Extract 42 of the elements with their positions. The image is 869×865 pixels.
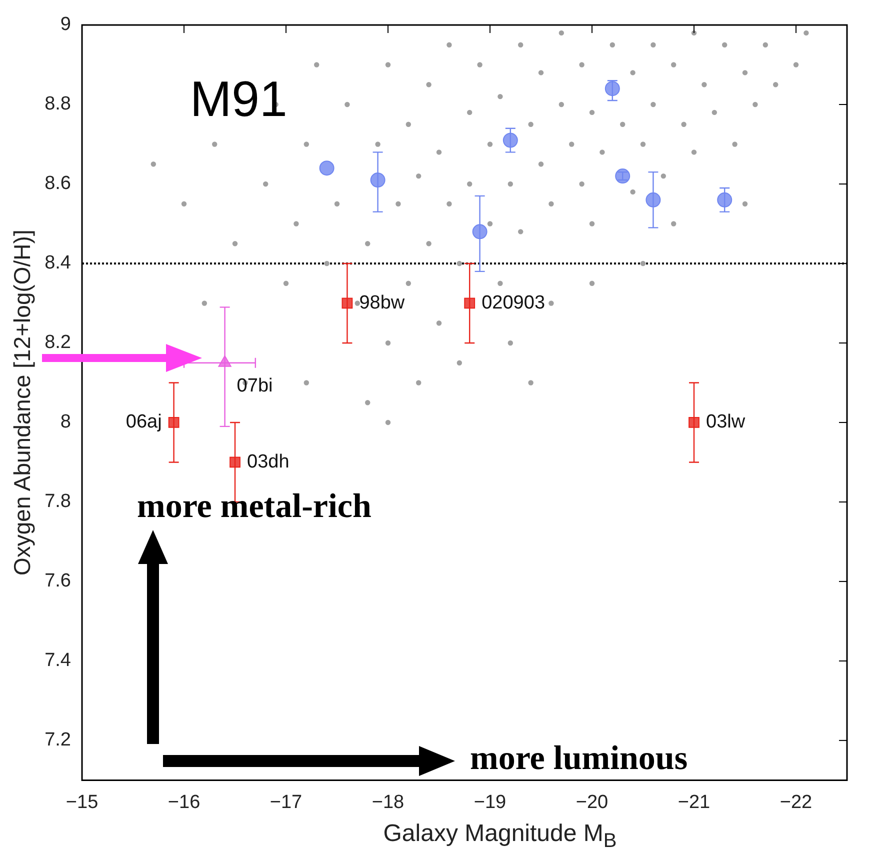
y-tick-label: 8.8 — [44, 94, 72, 115]
y-tick-label: 7.4 — [44, 650, 72, 672]
annotation: 020903 — [482, 292, 546, 314]
y-axis-title: Oxygen Abundance [12+log(O/H)] — [9, 230, 36, 576]
x-tick-label: −20 — [576, 792, 608, 813]
y-tick-label: 8.2 — [44, 332, 72, 354]
x-tick-label: −22 — [780, 792, 812, 813]
y-tick-label: 8.6 — [44, 173, 72, 194]
annotation: 03dh — [247, 451, 290, 472]
point — [472, 224, 488, 240]
point — [688, 417, 700, 428]
annotation: 07bi — [236, 376, 273, 397]
annotation: 98bw — [359, 292, 405, 314]
y-tick-label: 8.4 — [44, 252, 72, 274]
annotation: 06aj — [126, 412, 162, 433]
x-tick-label: −15 — [66, 792, 98, 813]
annotation: M91 — [190, 70, 288, 128]
x-axis-title: Galaxy Magnitude M$_{B}$ — [382, 820, 618, 853]
x-tick-label: −17 — [270, 792, 302, 813]
annotation: more luminous — [470, 740, 688, 778]
point — [370, 172, 386, 188]
annotation: 03lw — [706, 412, 746, 433]
y-tick-label: 9 — [60, 14, 72, 36]
point — [168, 417, 180, 428]
x-tick-label: −19 — [474, 792, 506, 813]
point — [464, 298, 476, 309]
point — [717, 192, 732, 208]
y-tick-label: 8 — [60, 412, 72, 433]
point — [604, 81, 620, 96]
x-tick-label: −16 — [168, 792, 200, 813]
point — [342, 298, 353, 309]
point — [319, 160, 334, 176]
annotation: more metal-rich — [137, 488, 372, 526]
x-tick-label: −21 — [678, 792, 710, 813]
y-tick-label: 7.2 — [44, 730, 72, 751]
point — [615, 168, 630, 184]
x-tick-label: −18 — [372, 792, 404, 813]
point — [502, 132, 518, 148]
y-tick-label: 7.8 — [44, 491, 72, 512]
point — [230, 456, 240, 468]
point — [646, 192, 661, 208]
y-tick-label: 7.6 — [44, 570, 72, 592]
